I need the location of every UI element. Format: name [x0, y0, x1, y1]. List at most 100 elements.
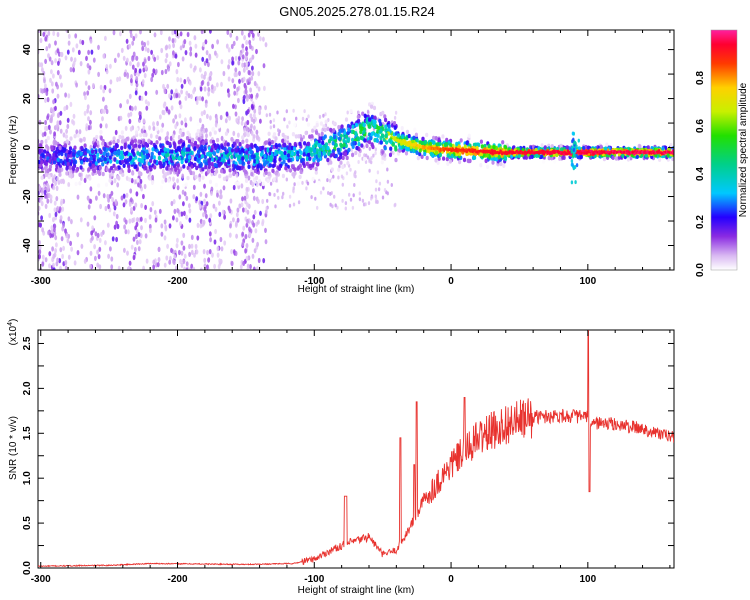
heatmap-cell [263, 153, 267, 159]
heatmap-cell [192, 89, 196, 95]
heatmap-cell [421, 136, 425, 142]
heatmap-cell [145, 155, 150, 160]
heatmap-cell [199, 86, 203, 92]
heatmap-cell [318, 136, 322, 141]
heatmap-cell [577, 138, 580, 143]
heatmap-cell [301, 116, 305, 121]
heatmap-cell [190, 141, 194, 146]
spectrogram-heatmap [31, 29, 674, 270]
heatmap-cell [285, 177, 288, 182]
heatmap-cell [329, 127, 333, 133]
heatmap-cell [200, 30, 204, 35]
heatmap-cell [381, 195, 385, 200]
heatmap-cell [51, 88, 55, 94]
heatmap-cell [55, 124, 59, 130]
heatmap-cell [202, 140, 206, 146]
heatmap-cell [293, 122, 297, 128]
heatmap-cell [252, 266, 256, 270]
heatmap-cell [178, 129, 182, 135]
heatmap-cell [373, 115, 377, 120]
heatmap-cell [60, 200, 63, 206]
heatmap-cell [434, 158, 438, 163]
heatmap-cell [327, 191, 330, 195]
heatmap-cell [55, 242, 58, 248]
heatmap-cell [203, 74, 206, 80]
heatmap-cell [353, 173, 356, 178]
heatmap-cell [129, 188, 133, 194]
heatmap-cell [319, 121, 323, 126]
heatmap-cell [48, 212, 52, 219]
heatmap-cell [54, 211, 58, 217]
heatmap-cell [200, 126, 204, 132]
spectrogram-xtick-label: -300 [31, 276, 51, 287]
heatmap-cell [296, 181, 300, 186]
heatmap-cell [134, 202, 138, 208]
heatmap-cell [368, 168, 371, 173]
heatmap-cell [445, 137, 449, 143]
heatmap-cell [228, 232, 232, 238]
heatmap-cell [141, 45, 145, 52]
heatmap-cell [40, 160, 44, 165]
spectrogram-frame [37, 29, 675, 271]
heatmap-cell [64, 265, 68, 270]
heatmap-cell [67, 182, 71, 188]
heatmap-cell [108, 88, 112, 94]
heatmap-cell [76, 194, 80, 200]
heatmap-cell [31, 29, 34, 34]
heatmap-cell [108, 141, 112, 146]
heatmap-cell [91, 163, 96, 168]
heatmap-cell [140, 225, 143, 231]
heatmap-cell [542, 159, 546, 164]
heatmap-cell [131, 157, 135, 163]
heatmap-cell [214, 206, 218, 212]
heatmap-cell [246, 209, 250, 215]
heatmap-cell [286, 124, 289, 129]
heatmap-cell [152, 121, 155, 127]
heatmap-cell [54, 58, 57, 64]
heatmap-cell [245, 190, 249, 197]
heatmap-cell [251, 237, 255, 243]
heatmap-cell [238, 150, 242, 155]
spectrogram-y-axis-label: Frequency (Hz) [8, 116, 19, 185]
heatmap-cell [228, 168, 232, 173]
heatmap-cell [173, 182, 177, 188]
heatmap-cell [510, 154, 514, 159]
heatmap-cell [253, 108, 257, 114]
heatmap-cell [97, 183, 101, 188]
heatmap-cell [59, 158, 63, 164]
heatmap-cell [364, 202, 367, 207]
heatmap-cell [492, 144, 496, 150]
heatmap-cell [336, 205, 339, 210]
heatmap-cell [423, 151, 427, 157]
heatmap-cell [372, 121, 376, 127]
heatmap-cell [71, 119, 74, 125]
heatmap-cell [383, 153, 387, 158]
heatmap-cell [299, 169, 303, 175]
heatmap-cell [163, 219, 167, 225]
heatmap-cell [79, 151, 83, 156]
heatmap-cell [374, 187, 378, 192]
heatmap-cell [140, 203, 144, 209]
heatmap-cell [248, 226, 251, 232]
heatmap-cell [80, 160, 84, 165]
heatmap-cell [153, 165, 157, 170]
heatmap-cell [217, 163, 221, 168]
heatmap-cell [214, 182, 218, 188]
heatmap-cell [361, 111, 365, 116]
heatmap-cell [87, 85, 91, 91]
heatmap-cell [132, 236, 136, 242]
heatmap-cell [293, 182, 296, 187]
heatmap-cell [115, 236, 118, 243]
heatmap-cell [128, 218, 132, 224]
heatmap-cell [217, 101, 221, 107]
heatmap-cell [249, 113, 253, 119]
heatmap-cell [144, 165, 148, 171]
heatmap-cell [200, 111, 204, 117]
heatmap-cell [210, 190, 213, 196]
heatmap-cell [80, 243, 84, 249]
heatmap-cell [220, 59, 224, 65]
heatmap-cell [48, 251, 52, 257]
heatmap-cell [178, 100, 182, 106]
heatmap-cell [284, 166, 288, 171]
heatmap-cell [156, 55, 160, 61]
